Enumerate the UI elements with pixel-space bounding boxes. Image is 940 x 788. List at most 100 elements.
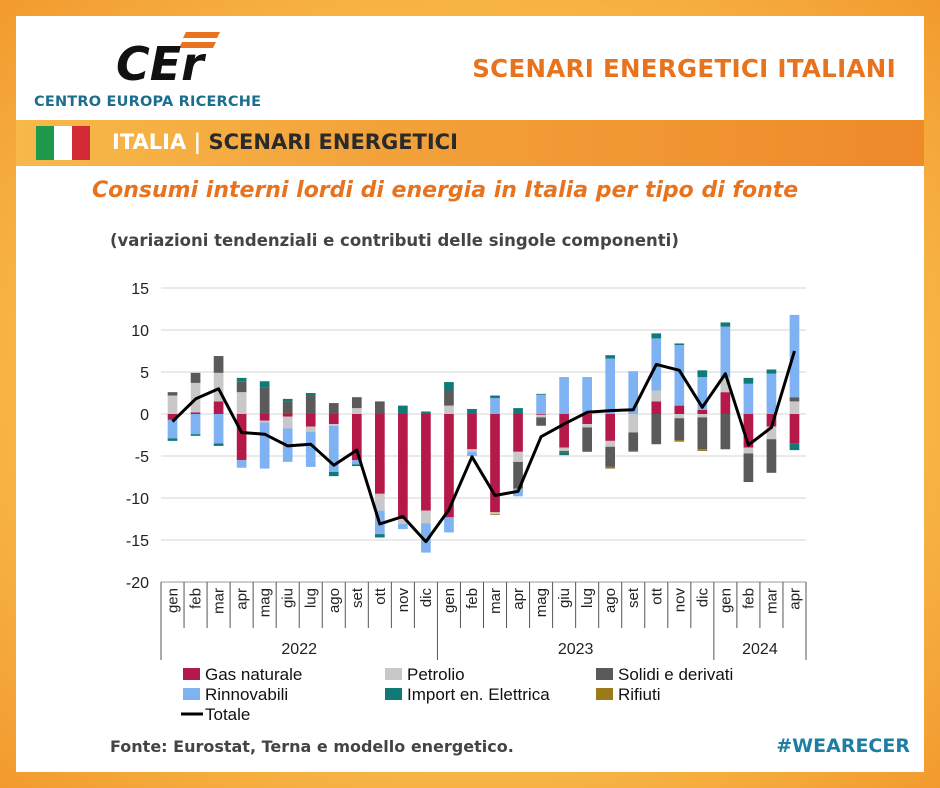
bar-rifiuti xyxy=(605,466,616,469)
bar-petrolio xyxy=(582,424,592,428)
x-tick-label: gen xyxy=(441,588,458,613)
bar-import xyxy=(697,370,708,378)
bar-gas xyxy=(559,414,569,448)
legend-swatch-rinnovabili xyxy=(183,688,200,700)
bar-import xyxy=(236,377,247,382)
bar-solidi xyxy=(259,387,270,414)
italy-flag-icon xyxy=(36,126,90,160)
bar-gas xyxy=(398,414,408,519)
bar-petrolio xyxy=(351,408,362,414)
bar-import xyxy=(513,408,523,414)
bar-import xyxy=(351,464,362,467)
bar-import xyxy=(605,355,616,359)
bar-petrolio xyxy=(236,392,247,414)
hashtag-link[interactable]: #WEARECER xyxy=(776,735,910,757)
bar-gas xyxy=(743,414,754,448)
bar-solidi xyxy=(375,401,385,414)
bar-rinnovabili xyxy=(628,371,639,414)
bar-petrolio xyxy=(305,426,316,432)
bar-solidi xyxy=(628,432,639,451)
bar-rinnovabili xyxy=(582,377,592,414)
x-tick-label: gen xyxy=(165,588,182,613)
header-title: SCENARI ENERGETICI ITALIANI xyxy=(472,54,896,83)
bar-rinnovabili xyxy=(328,425,339,472)
bar-gas xyxy=(490,414,500,513)
bar-gas xyxy=(513,414,523,452)
bar-gas xyxy=(213,401,224,414)
x-tick-label: ago xyxy=(602,588,619,613)
band-separator: | xyxy=(193,130,202,154)
x-tick-label: feb xyxy=(740,588,757,609)
bar-import xyxy=(536,393,546,395)
x-tick-label: feb xyxy=(464,588,481,609)
bar-petrolio xyxy=(328,424,339,426)
bar-petrolio xyxy=(536,414,546,418)
bar-import xyxy=(375,534,385,538)
bar-rinnovabili xyxy=(398,524,408,530)
bar-import xyxy=(651,333,662,339)
bar-gas xyxy=(789,414,800,444)
bar-petrolio xyxy=(167,395,178,414)
bar-rinnovabili xyxy=(351,460,362,465)
x-tick-label: apr xyxy=(234,588,251,610)
x-tick-label: lug xyxy=(303,588,320,608)
bar-gas xyxy=(720,392,731,414)
bar-solidi xyxy=(213,356,224,373)
x-tick-label: mar xyxy=(211,588,228,614)
legend-swatch-rifiuti xyxy=(596,688,613,700)
bar-gas xyxy=(259,414,270,421)
legend-label-solidi: Solidi e derivati xyxy=(618,665,733,684)
y-tick-label: 0 xyxy=(140,407,149,424)
y-tick-label: 10 xyxy=(131,323,149,340)
bar-gas xyxy=(328,414,339,425)
bar-import xyxy=(789,443,800,451)
bar-gas xyxy=(190,412,201,414)
bar-solidi xyxy=(697,417,708,450)
bar-rinnovabili xyxy=(490,398,500,414)
bar-rinnovabili xyxy=(674,345,685,406)
bar-rinnovabili xyxy=(697,377,708,410)
bar-solidi xyxy=(674,418,685,441)
section-band: ITALIA | SCENARI ENERGETICI xyxy=(16,120,924,166)
bar-petrolio xyxy=(421,510,431,524)
chart-subtitle: (variazioni tendenziali e contributi del… xyxy=(110,231,679,250)
bar-petrolio xyxy=(398,519,408,525)
bar-gas xyxy=(305,414,316,427)
source-note: Fonte: Eurostat, Terna e modello energet… xyxy=(110,737,514,756)
bar-solidi xyxy=(513,461,523,489)
cer-logo-mark: CEr xyxy=(116,32,220,86)
bar-petrolio xyxy=(743,447,754,454)
x-tick-label: nov xyxy=(395,588,412,613)
logo-subtitle: CENTRO EUROPA RICERCHE xyxy=(34,94,262,110)
bar-rinnovabili xyxy=(559,377,569,414)
bar-solidi xyxy=(444,390,454,406)
bar-gas xyxy=(351,414,362,461)
bar-rinnovabili xyxy=(536,394,546,414)
legend-label-import: Import en. Elettrica xyxy=(407,685,550,704)
y-tick-label: -15 xyxy=(126,533,149,550)
bar-import xyxy=(720,322,731,327)
bar-rinnovabili xyxy=(305,431,316,467)
bar-solidi xyxy=(766,439,777,473)
legend-swatch-solidi xyxy=(596,668,613,680)
year-label: 2024 xyxy=(742,641,778,658)
bar-gas xyxy=(375,414,385,494)
bar-solidi xyxy=(789,397,800,402)
x-tick-label: mag xyxy=(257,588,274,617)
bar-rinnovabili xyxy=(720,326,731,378)
bar-rinnovabili xyxy=(421,523,431,553)
band-topic: SCENARI ENERGETICI xyxy=(208,130,458,154)
year-label: 2022 xyxy=(281,641,317,658)
x-tick-label: set xyxy=(625,587,642,608)
bar-petrolio xyxy=(605,440,616,447)
bar-petrolio xyxy=(490,512,500,514)
bar-solidi xyxy=(605,446,616,467)
x-tick-label: mar xyxy=(763,588,780,614)
x-tick-label: apr xyxy=(786,588,803,610)
bar-import xyxy=(328,471,339,477)
x-tick-label: lug xyxy=(579,588,596,608)
bar-solidi xyxy=(559,450,569,453)
bar-import xyxy=(259,381,270,388)
bar-gas xyxy=(651,401,662,414)
